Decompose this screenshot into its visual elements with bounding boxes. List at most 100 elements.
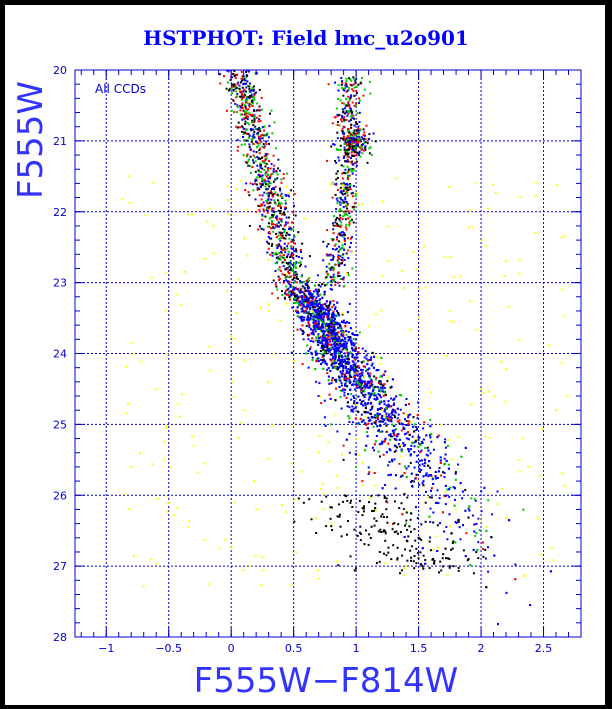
data-point <box>447 439 449 441</box>
data-point <box>288 216 290 219</box>
data-point <box>173 514 175 517</box>
data-point <box>420 523 423 526</box>
data-point <box>293 298 296 301</box>
data-point <box>382 373 385 376</box>
data-point <box>527 465 530 468</box>
data-point <box>312 315 315 318</box>
data-point <box>296 306 299 309</box>
data-point <box>305 307 308 310</box>
data-point <box>342 88 345 91</box>
data-point <box>345 369 348 372</box>
data-point <box>323 290 326 293</box>
data-point <box>327 375 330 378</box>
data-point <box>287 262 290 265</box>
data-point <box>282 173 285 175</box>
data-point <box>346 401 349 404</box>
data-point <box>337 314 340 317</box>
data-point <box>420 442 423 445</box>
data-point <box>379 424 382 427</box>
data-point <box>270 190 273 193</box>
data-point <box>295 309 298 312</box>
data-point <box>316 290 319 293</box>
data-point <box>444 547 447 550</box>
data-point <box>261 213 264 216</box>
data-point <box>260 163 262 166</box>
data-point <box>372 416 375 419</box>
data-point <box>393 410 396 413</box>
data-point <box>276 173 279 176</box>
data-point <box>354 134 357 137</box>
data-point <box>345 372 348 375</box>
data-point <box>306 279 309 281</box>
data-point <box>563 235 566 237</box>
data-point <box>337 256 340 258</box>
data-point <box>284 511 287 514</box>
data-point <box>308 498 311 501</box>
data-point <box>322 482 325 485</box>
data-point <box>379 528 382 531</box>
data-point <box>243 237 245 240</box>
data-point <box>332 347 335 350</box>
data-point <box>364 134 366 137</box>
data-point <box>538 474 541 477</box>
data-point <box>415 506 417 509</box>
data-point <box>275 244 278 247</box>
data-point <box>332 321 335 324</box>
data-point <box>345 119 348 121</box>
data-point <box>334 333 337 335</box>
data-point <box>312 312 314 315</box>
data-point <box>285 194 288 197</box>
data-point <box>422 245 425 248</box>
data-point <box>353 104 356 107</box>
data-point <box>334 318 336 321</box>
data-point <box>271 214 274 217</box>
data-point <box>316 293 319 296</box>
data-point <box>356 422 359 425</box>
data-point <box>475 328 478 331</box>
data-point <box>331 254 334 257</box>
data-point <box>330 322 333 325</box>
y-tick-label: 22 <box>53 206 67 219</box>
data-point <box>340 360 343 363</box>
data-point <box>179 303 182 306</box>
data-point <box>274 170 277 172</box>
data-point <box>250 99 253 102</box>
data-point <box>303 296 306 299</box>
data-point <box>419 551 422 554</box>
data-point <box>349 146 352 149</box>
data-point <box>258 127 261 130</box>
data-point <box>302 303 305 305</box>
data-point <box>288 228 291 230</box>
data-point <box>317 308 320 311</box>
data-point <box>263 155 266 158</box>
data-point <box>315 296 318 299</box>
y-tick-label: 26 <box>53 489 67 502</box>
data-point <box>390 417 393 419</box>
data-point <box>422 475 425 478</box>
data-point <box>263 125 266 128</box>
data-point <box>519 196 522 199</box>
data-point <box>358 137 361 140</box>
data-point <box>280 237 283 239</box>
data-point <box>253 119 256 122</box>
data-point <box>268 205 271 208</box>
data-point <box>447 186 450 188</box>
data-point <box>466 559 469 562</box>
data-point <box>285 285 288 288</box>
data-point <box>359 372 362 375</box>
data-point <box>203 538 206 541</box>
data-point <box>334 341 337 344</box>
data-point <box>264 183 267 186</box>
data-point <box>378 420 381 423</box>
data-point <box>345 85 348 88</box>
data-point <box>306 311 309 314</box>
data-point <box>514 578 517 581</box>
data-point <box>317 327 320 330</box>
data-point <box>236 95 239 98</box>
data-point <box>261 108 263 111</box>
data-point <box>433 560 436 562</box>
data-point <box>259 225 261 228</box>
data-point <box>212 225 215 227</box>
data-point <box>345 438 348 441</box>
data-point <box>245 76 248 79</box>
